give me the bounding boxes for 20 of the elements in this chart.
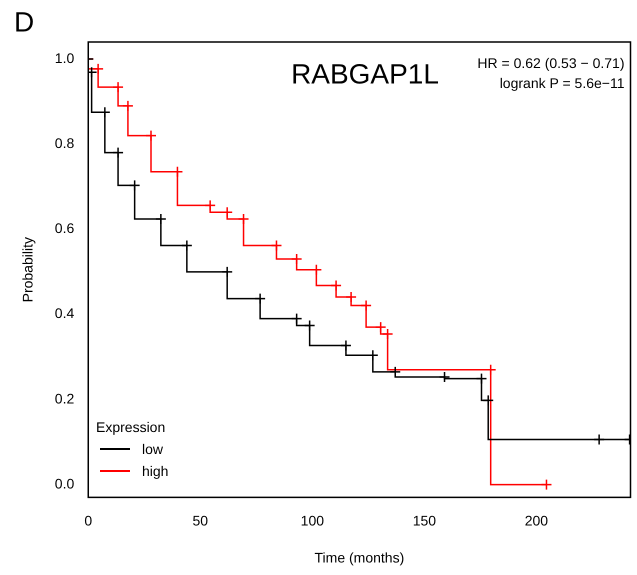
- y-axis-title: Probability: [19, 237, 36, 302]
- legend-label: high: [142, 462, 168, 481]
- x-tick-label: 100: [300, 512, 324, 529]
- annotation: logrank P = 5.6e−11: [500, 74, 625, 91]
- legend-label: low: [142, 440, 164, 459]
- y-tick-label: 0.2: [54, 390, 74, 406]
- y-tick-label: 0.4: [54, 305, 74, 322]
- x-tick-label: 150: [412, 512, 436, 529]
- y-tick-label: 1.0: [54, 50, 74, 66]
- legend-title: Expression: [96, 418, 166, 437]
- y-tick-label: 0.6: [54, 220, 74, 236]
- x-tick-label: 200: [524, 512, 548, 529]
- x-tick-label: 0: [84, 512, 92, 529]
- text: RABGAP1L: [291, 58, 439, 90]
- annotation: HR = 0.62 (0.53 − 0.71): [477, 54, 624, 71]
- x-axis-title: Time (months): [314, 549, 404, 566]
- text: D: [14, 6, 34, 38]
- x-tick-label: 50: [192, 512, 208, 529]
- y-tick-label: 0.8: [54, 135, 74, 152]
- y-tick-label: 0.0: [54, 475, 74, 492]
